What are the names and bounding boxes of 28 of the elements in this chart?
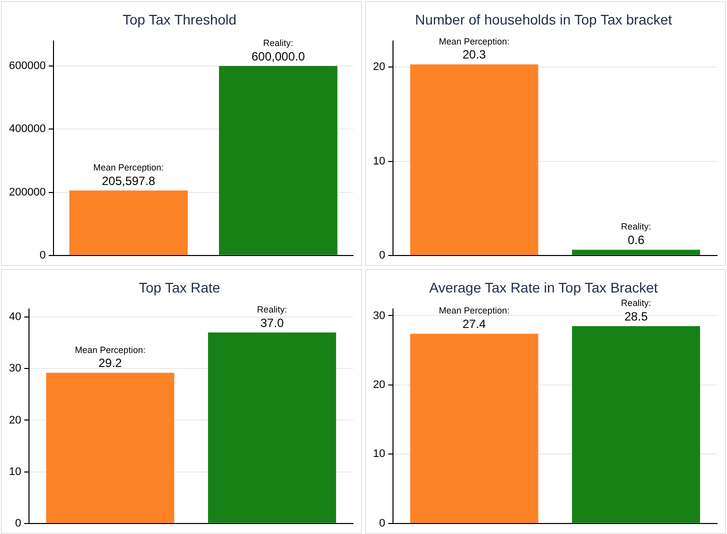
y-tick-label: 200000 [8, 186, 46, 198]
y-tick-label: 10 [372, 448, 386, 460]
y-tick-label: 40 [8, 311, 22, 324]
y-tick-label: 20 [8, 414, 22, 426]
y-tick-label: 0 [379, 249, 386, 262]
y-tick-label: 0 [379, 517, 386, 530]
chart-title: Number of households in Top Tax bracket [414, 11, 672, 28]
data-label: Reality: 28.5 [621, 298, 652, 324]
data-label: Mean Perception: 27.4 [438, 306, 510, 332]
y-tick-label: 30 [8, 362, 22, 375]
y-tick-label: 10 [372, 155, 386, 168]
data-label: Reality: 0.6 [621, 222, 652, 248]
y-tick-label: 30 [372, 310, 386, 322]
y-tick-label: 20 [372, 378, 386, 391]
y-tick-label: 0 [40, 249, 46, 262]
y-tick-label: 10 [8, 466, 22, 478]
data-label: Mean Perception: 205,597.8 [93, 162, 164, 188]
y-tick-label: 400000 [8, 123, 46, 136]
chart-title: Average Tax Rate in Top Tax Bracket [429, 279, 658, 296]
data-label: Mean Perception: 20.3 [438, 36, 510, 62]
chart-title: Top Tax Threshold [122, 11, 236, 28]
y-tick-label: 20 [372, 61, 386, 74]
y-tick-label: 0 [15, 517, 22, 530]
data-label: Mean Perception: 29.2 [74, 344, 146, 370]
data-label: Reality: 600,000.0 [251, 38, 306, 64]
y-tick-label: 600000 [8, 60, 46, 72]
chart-title: Top Tax Rate [138, 279, 220, 296]
data-label: Reality: 37.0 [257, 304, 288, 330]
